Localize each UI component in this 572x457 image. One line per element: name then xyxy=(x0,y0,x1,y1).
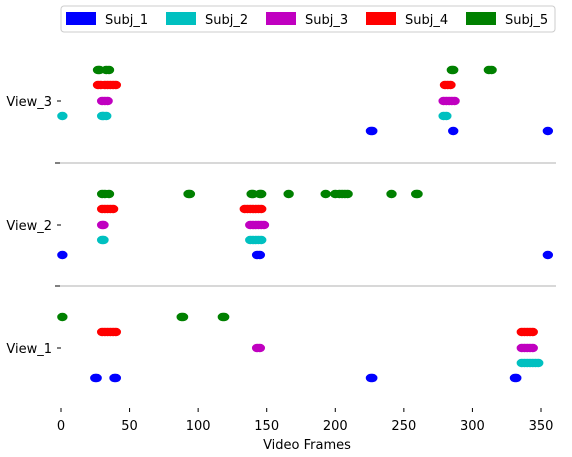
series-subj_4 xyxy=(92,80,538,337)
data-point xyxy=(110,327,122,337)
data-point xyxy=(254,250,266,260)
legend-label: Subj_5 xyxy=(505,13,548,28)
legend-swatch xyxy=(466,12,496,25)
data-point xyxy=(218,312,230,322)
x-tick-label: 100 xyxy=(186,419,211,434)
data-point xyxy=(441,111,452,121)
data-point xyxy=(258,220,270,230)
data-point xyxy=(102,96,113,106)
data-point xyxy=(256,235,267,245)
data-point xyxy=(98,235,109,245)
data-point xyxy=(367,373,378,383)
data-point xyxy=(91,373,102,383)
data-point xyxy=(486,65,497,75)
x-axis: 0 50 100 150 200 250 300 350 xyxy=(57,408,554,434)
x-tick-label: 350 xyxy=(529,419,554,434)
data-point xyxy=(101,111,112,121)
data-point xyxy=(386,189,397,199)
data-point xyxy=(103,189,115,199)
x-tick-label: 200 xyxy=(323,419,348,434)
legend-label: Subj_4 xyxy=(405,13,448,28)
data-point xyxy=(412,189,423,199)
y-tick-label: View_3 xyxy=(6,95,52,110)
data-point xyxy=(57,111,68,121)
series-subj_5 xyxy=(57,65,497,322)
view-separators xyxy=(55,162,556,287)
legend-entry: Subj_4 xyxy=(366,12,448,28)
data-point xyxy=(449,96,460,106)
x-tick-label: 150 xyxy=(254,419,279,434)
data-point xyxy=(57,250,68,260)
legend-entry: Subj_2 xyxy=(166,12,248,28)
legend-label: Subj_2 xyxy=(205,13,248,28)
y-tick-label: View_2 xyxy=(6,219,52,234)
data-point xyxy=(527,343,538,353)
data-point xyxy=(107,204,119,214)
data-point xyxy=(98,220,109,230)
data-point xyxy=(448,126,459,136)
data-points xyxy=(57,65,554,383)
data-point xyxy=(445,80,456,90)
data-point xyxy=(177,312,189,322)
legend-swatch xyxy=(366,12,396,25)
data-point xyxy=(527,327,538,337)
data-point xyxy=(320,189,331,199)
data-point xyxy=(254,343,266,353)
x-tick-label: 250 xyxy=(391,419,416,434)
data-point xyxy=(448,65,459,75)
legend-swatch xyxy=(266,12,296,25)
data-point xyxy=(256,189,267,199)
legend-entry: Subj_3 xyxy=(266,12,348,28)
series-subj_3 xyxy=(96,96,538,353)
data-point xyxy=(283,189,294,199)
data-point xyxy=(533,358,544,368)
y-axis: View_1 View_2 View_3 xyxy=(6,95,61,357)
legend: Subj_1 Subj_2 Subj_3 Subj_4 Subj_5 xyxy=(60,5,556,33)
x-tick-label: 0 xyxy=(57,419,65,434)
legend-swatch xyxy=(166,12,196,25)
legend-label: Subj_3 xyxy=(305,13,348,28)
legend-entry: Subj_5 xyxy=(466,12,548,28)
series-subj_2 xyxy=(57,111,544,368)
legend-swatch xyxy=(66,12,96,25)
data-point xyxy=(103,65,115,75)
data-point xyxy=(367,126,378,136)
data-point xyxy=(184,189,196,199)
data-point xyxy=(256,204,267,214)
legend-entry: Subj_1 xyxy=(66,12,148,28)
data-point xyxy=(342,189,353,199)
x-axis-label: Video Frames xyxy=(263,438,351,453)
data-point xyxy=(542,250,554,260)
x-tick-label: 300 xyxy=(460,419,485,434)
data-point xyxy=(110,373,122,383)
data-point xyxy=(110,80,122,90)
data-point xyxy=(57,312,68,322)
data-point xyxy=(542,126,554,136)
legend-label: Subj_1 xyxy=(105,13,148,28)
data-point xyxy=(511,373,522,383)
x-tick-label: 50 xyxy=(121,419,138,434)
y-tick-label: View_1 xyxy=(6,342,52,357)
series-subj_1 xyxy=(57,126,554,383)
